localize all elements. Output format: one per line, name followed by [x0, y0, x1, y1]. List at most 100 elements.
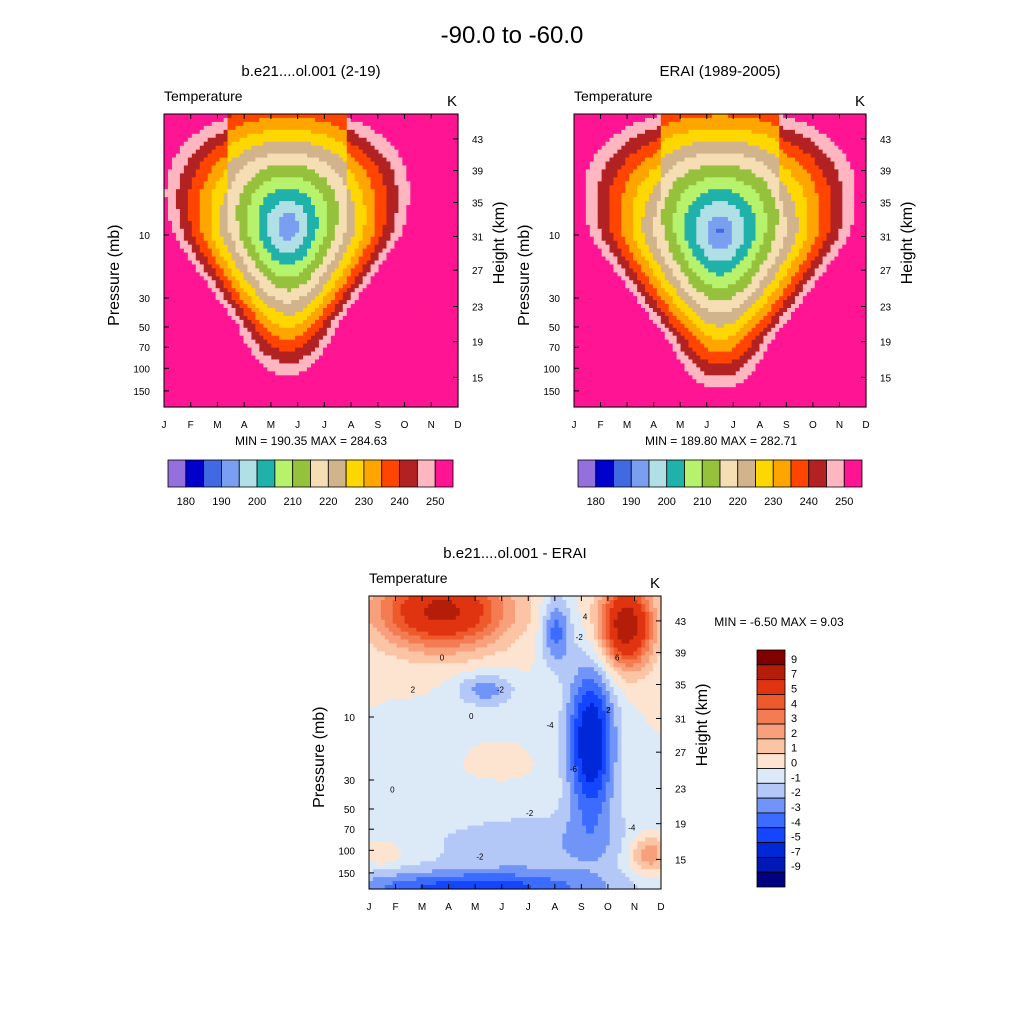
field-cell [267, 157, 272, 163]
field-cell [167, 193, 173, 198]
field-cell [406, 117, 411, 123]
field-cell [247, 284, 252, 289]
field-cell [334, 216, 340, 222]
field-cell [227, 121, 233, 127]
field-cell [179, 169, 185, 174]
field-cell [374, 177, 380, 182]
field-cell [338, 327, 344, 333]
field-cell [267, 280, 272, 285]
field-cell [227, 256, 233, 262]
field-cell [175, 228, 181, 234]
field-cell [382, 153, 388, 159]
field-cell [219, 343, 225, 349]
field-cell [283, 149, 288, 155]
field-cell [354, 125, 360, 131]
field-cell [358, 252, 364, 258]
field-cell [243, 240, 249, 246]
field-cell [175, 304, 181, 309]
field-cell [450, 121, 455, 127]
field-cell [307, 359, 312, 365]
field-cell [454, 248, 459, 254]
field-cell [378, 205, 384, 210]
field-cell [251, 375, 256, 380]
field-cell [382, 236, 388, 242]
field-cell [386, 343, 392, 349]
field-cell [223, 371, 229, 376]
field-cell [255, 323, 260, 329]
field-cell [263, 137, 268, 143]
field-cell [287, 212, 292, 218]
field-cell [350, 212, 356, 218]
field-cell [386, 145, 392, 151]
field-cell [207, 272, 213, 277]
field-cell [307, 137, 312, 143]
field-cell [334, 351, 340, 357]
field-cell [374, 311, 380, 317]
field-cell [398, 185, 403, 190]
field-cell [175, 260, 181, 266]
field-cell [414, 189, 419, 194]
field-cell [394, 367, 399, 372]
field-cell [164, 260, 169, 266]
field-cell [406, 244, 411, 250]
field-cell [406, 153, 411, 159]
field-cell [223, 248, 229, 254]
field-cell [195, 216, 201, 222]
field-cell [231, 264, 237, 270]
field-cell [311, 197, 316, 202]
field-cell [318, 315, 324, 321]
field-cell [187, 331, 193, 337]
field-cell [219, 220, 225, 226]
field-cell [195, 209, 201, 214]
field-cell [215, 205, 221, 210]
field-cell [187, 292, 193, 297]
field-cell [362, 173, 368, 178]
field-cell [366, 375, 372, 380]
field-cell [303, 308, 308, 313]
field-cell [370, 367, 376, 372]
field-cell [279, 280, 284, 285]
field-cell [251, 133, 256, 139]
field-cell [434, 331, 439, 337]
field-cell [191, 212, 197, 218]
field-cell [243, 367, 249, 372]
field-cell [211, 248, 217, 254]
field-cell [426, 224, 431, 230]
field-cell [179, 145, 185, 151]
field-cell [255, 335, 260, 341]
field-cell [203, 367, 209, 372]
field-cell [438, 347, 443, 353]
field-cell [438, 169, 443, 174]
field-cell [259, 268, 264, 273]
field-cell [303, 335, 308, 341]
field-cell [378, 117, 384, 123]
field-cell [402, 205, 407, 210]
field-cell [171, 240, 177, 246]
field-cell [342, 276, 348, 281]
field-cell [322, 141, 328, 147]
field-cell [215, 181, 221, 186]
field-cell [299, 216, 304, 222]
field-cell [307, 288, 312, 293]
field-cell [183, 359, 189, 365]
field-cell [326, 244, 332, 250]
field-cell [179, 149, 185, 155]
field-cell [438, 371, 443, 376]
field-cell [358, 216, 364, 222]
field-cell [203, 149, 209, 155]
field-cell [338, 157, 344, 163]
field-cell [450, 276, 455, 281]
field-cell [410, 347, 415, 353]
field-cell [382, 201, 388, 206]
field-cell [434, 339, 439, 345]
field-cell [422, 315, 427, 321]
field-cell [199, 355, 205, 361]
field-cell [342, 351, 348, 357]
field-cell [426, 157, 431, 163]
field-cell [454, 224, 459, 230]
field-cell [338, 276, 344, 281]
field-cell [402, 280, 407, 285]
field-cell [326, 121, 332, 127]
field-cell [187, 359, 193, 365]
field-cell [402, 137, 407, 143]
